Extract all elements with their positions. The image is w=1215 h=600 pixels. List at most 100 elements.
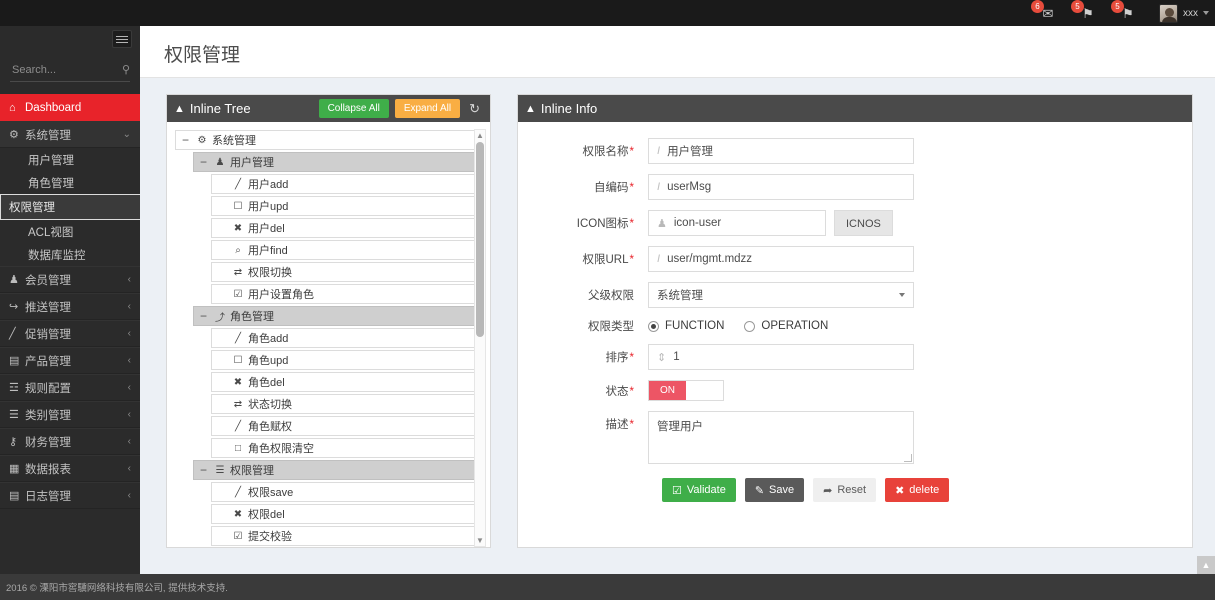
collapse-toggle-icon[interactable]: − <box>199 309 207 323</box>
tree-node[interactable]: ⇄ 状态切换 <box>211 394 482 414</box>
sidebar-item-1[interactable]: ⚙ 系统管理 ⌄ <box>0 121 140 148</box>
order-input[interactable]: ⇕ 1 <box>648 344 914 370</box>
icon-label-text: ICON图标 <box>576 218 629 230</box>
reset-button-label: Reset <box>837 484 867 496</box>
tree-node[interactable]: ☑ 提交校验 <box>211 526 482 546</box>
scroll-up-icon[interactable]: ▲ <box>476 131 484 140</box>
required-mark: * <box>629 182 634 194</box>
sidebar-item-7[interactable]: ☰ 类别管理 ‹ <box>0 401 140 428</box>
tree-node[interactable]: − ⤴ 角色管理 <box>193 306 482 326</box>
expand-all-button[interactable]: Expand All <box>394 99 461 118</box>
icon-class-value: icon-user <box>673 217 722 229</box>
sidebar-item-2[interactable]: ♟ 会员管理 ‹ <box>0 266 140 293</box>
permission-code-input[interactable]: I userMsg <box>648 174 914 200</box>
tree-node[interactable]: ⇄ 权限切换 <box>211 262 482 282</box>
sidebar-item-4[interactable]: ╱ 促销管理 ‹ <box>0 320 140 347</box>
delete-button[interactable]: ✖ delete <box>885 478 950 502</box>
sidebar-item-9[interactable]: ▦ 数据报表 ‹ <box>0 455 140 482</box>
desc-label-text: 描述 <box>605 419 629 431</box>
radio-function[interactable]: FUNCTION <box>648 320 724 332</box>
url-label: 权限URL* <box>518 251 648 267</box>
parent-permission-select[interactable]: 系统管理 <box>648 282 914 308</box>
tree-node[interactable]: ╱ 角色add <box>211 328 482 348</box>
permission-name-input[interactable]: I 用户管理 <box>648 138 914 164</box>
order-label-text: 排序 <box>605 352 629 364</box>
page-title: 权限管理 <box>164 45 241 66</box>
collapse-toggle-icon[interactable]: − <box>181 133 189 147</box>
icon-class-input[interactable]: ♟ icon-user <box>648 210 826 236</box>
hamburger-icon[interactable] <box>112 30 132 48</box>
tree-node[interactable]: ✖ 角色del <box>211 372 482 392</box>
refresh-icon[interactable]: ↻ <box>469 100 480 116</box>
icons-picker-button[interactable]: ICNOS <box>834 210 893 236</box>
permission-url-input[interactable]: I user/mgmt.mdzz <box>648 246 914 272</box>
times-icon: ✖ <box>895 484 905 497</box>
info-panel-title: Inline Info <box>540 101 598 116</box>
tree-node-label: 权限管理 <box>230 465 274 477</box>
sidebar-item-10[interactable]: ▤ 日志管理 ‹ <box>0 482 140 509</box>
reset-button[interactable]: ➦ Reset <box>813 478 877 502</box>
search-icon[interactable]: ⚲ <box>121 64 130 76</box>
radio-dot-icon <box>744 320 756 332</box>
code-label: 自编码* <box>518 179 648 195</box>
status-toggle[interactable]: ON <box>648 380 724 401</box>
bell-icon[interactable]: ⚑ 5 <box>1111 0 1139 22</box>
collapse-toggle-icon[interactable]: − <box>199 155 207 169</box>
sidebar-subitem-0[interactable]: 用户管理 <box>28 154 74 167</box>
sidebar-item-3[interactable]: ↪ 推送管理 ‹ <box>0 293 140 320</box>
chevron-left-icon: ‹ <box>127 463 131 474</box>
tree-node[interactable]: ╱ 角色赋权 <box>211 416 482 436</box>
required-mark: * <box>629 385 634 398</box>
exchange-icon: ⇄ <box>233 398 243 410</box>
sidebar-menu: ⌂ Dashboard ⚙ 系统管理 ⌄ 用户管理 角色管理 权限管理 ACL视图 数据库监控 ♟ 会… <box>0 94 266 509</box>
icon-label: ICON图标* <box>518 215 648 231</box>
search-input[interactable] <box>10 62 110 77</box>
list-icon: ☰ <box>9 409 19 421</box>
tree-node[interactable]: − ☰ 权限管理 <box>193 460 482 480</box>
sidebar-search[interactable]: ⚲ <box>10 58 130 82</box>
tree-node-label: 权限save <box>248 487 294 499</box>
flag-icon[interactable]: ⚑ 5 <box>1071 0 1099 22</box>
tree-node[interactable]: ☑ 用户设置角色 <box>211 284 482 304</box>
tree-node-label: 权限切换 <box>248 267 292 279</box>
notification-badge: 5 <box>1071 0 1084 13</box>
search-icon: ⌕ <box>235 244 241 256</box>
sidebar-subitem-3[interactable]: ACL视图 <box>28 226 74 239</box>
tree-node-label: 用户add <box>248 179 289 191</box>
envelope-icon[interactable]: ✉ 6 <box>1031 0 1059 22</box>
collapse-all-button[interactable]: Collapse All <box>318 99 389 118</box>
scroll-to-top-button[interactable]: ▲ <box>1197 556 1215 574</box>
notification-badge: 5 <box>1111 0 1124 13</box>
validate-button[interactable]: ☑ Validate <box>662 478 736 502</box>
icon-control: ♟ icon-user ICNOS <box>648 210 893 236</box>
collapse-toggle-icon[interactable]: − <box>199 463 207 477</box>
tree-scrollbar[interactable]: ▲ ▼ <box>474 129 486 547</box>
tree-node[interactable]: − ⚙ 系统管理 <box>175 130 482 150</box>
sitemap-icon: ▲ <box>174 102 185 115</box>
sidebar-item-0[interactable]: ⌂ Dashboard <box>0 94 147 121</box>
tree-node[interactable]: □ 角色权限清空 <box>211 438 482 458</box>
tree-node[interactable]: ⌕ 用户find <box>211 240 482 260</box>
field-row-code: 自编码* I userMsg <box>518 174 1192 200</box>
sidebar-subitem-1[interactable]: 角色管理 <box>28 177 74 190</box>
sidebar-item-8[interactable]: ⚷ 财务管理 ‹ <box>0 428 140 455</box>
tree-node[interactable]: ✖ 权限del <box>211 504 482 524</box>
user-menu[interactable]: xxx <box>1149 0 1215 26</box>
tree-node[interactable]: ☐ 角色upd <box>211 350 482 370</box>
check-square-icon: ☑ <box>233 530 243 542</box>
scroll-down-icon[interactable]: ▼ <box>476 536 484 545</box>
tree-node[interactable]: ╱ 用户add <box>211 174 482 194</box>
sidebar-subitem-4[interactable]: 数据库监控 <box>28 249 86 262</box>
radio-operation[interactable]: OPERATION <box>744 320 828 332</box>
sidebar-item-6[interactable]: ☲ 规则配置 ‹ <box>0 374 140 401</box>
scrollbar-thumb[interactable] <box>476 142 484 337</box>
tree-node[interactable]: ✖ 用户del <box>211 218 482 238</box>
order-value: 1 <box>673 351 680 363</box>
sidebar-item-5[interactable]: ▤ 产品管理 ‹ <box>0 347 140 374</box>
parent-control: 系统管理 <box>648 282 914 308</box>
description-textarea[interactable]: 管理用户 <box>648 411 914 464</box>
tree-node[interactable]: ╱ 权限save <box>211 482 482 502</box>
tree-node[interactable]: ☐ 用户upd <box>211 196 482 216</box>
tree-node[interactable]: − ♟ 用户管理 <box>193 152 482 172</box>
save-button[interactable]: ✎ Save <box>744 478 805 502</box>
